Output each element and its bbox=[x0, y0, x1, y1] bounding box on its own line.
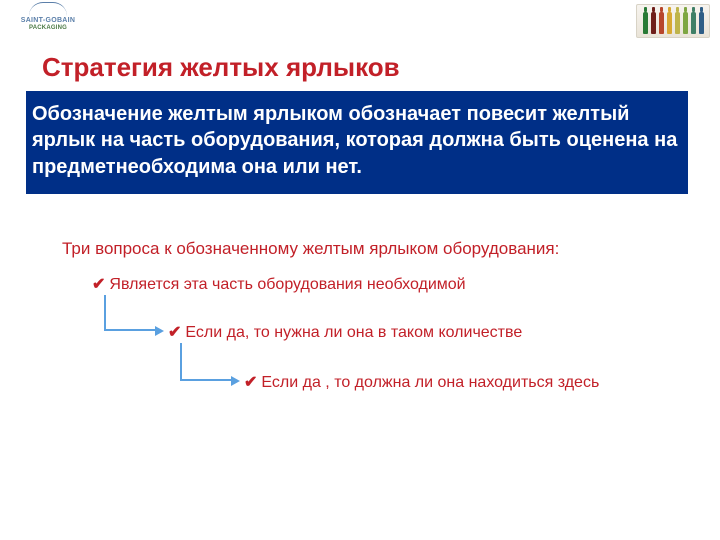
question-1: ✔Является эта часть оборудования необход… bbox=[92, 275, 466, 296]
question-3: ✔Если да , то должна ли она находиться з… bbox=[244, 373, 599, 394]
bottle-icon bbox=[667, 12, 672, 34]
check-icon: ✔ bbox=[168, 323, 181, 344]
intro-text: Три вопроса к обозначенному желтым ярлык… bbox=[62, 238, 602, 261]
arrow-icon bbox=[155, 326, 164, 336]
connector-2 bbox=[180, 343, 232, 381]
logo-line2: PACKAGING bbox=[29, 25, 67, 31]
header: SAINT-GOBAIN PACKAGING bbox=[0, 0, 720, 46]
question-2-text: Если да, то нужна ли она в таком количес… bbox=[185, 324, 522, 341]
bottles-logo bbox=[636, 4, 710, 38]
logo-line1: SAINT-GOBAIN bbox=[21, 17, 76, 24]
bottle-icon bbox=[659, 12, 664, 34]
logo-saint-gobain: SAINT-GOBAIN PACKAGING bbox=[12, 2, 84, 42]
bottle-icon bbox=[699, 12, 704, 34]
bottle-icon bbox=[691, 12, 696, 34]
check-icon: ✔ bbox=[92, 275, 105, 296]
slide-title: Стратегия желтых ярлыков bbox=[42, 52, 720, 83]
connector-1 bbox=[104, 295, 156, 331]
question-3-text: Если да , то должна ли она находиться зд… bbox=[261, 374, 599, 391]
definition-box: Обозначение желтым ярлыком обозначает по… bbox=[26, 91, 688, 194]
bottle-icon bbox=[683, 12, 688, 34]
bottle-icon bbox=[643, 12, 648, 34]
question-1-text: Является эта часть оборудования необходи… bbox=[109, 276, 465, 293]
question-2: ✔Если да, то нужна ли она в таком количе… bbox=[168, 323, 522, 344]
arrow-icon bbox=[231, 376, 240, 386]
check-icon: ✔ bbox=[244, 373, 257, 394]
bottle-icon bbox=[651, 12, 656, 34]
bottle-icon bbox=[675, 12, 680, 34]
logo-arc-icon bbox=[29, 2, 67, 16]
